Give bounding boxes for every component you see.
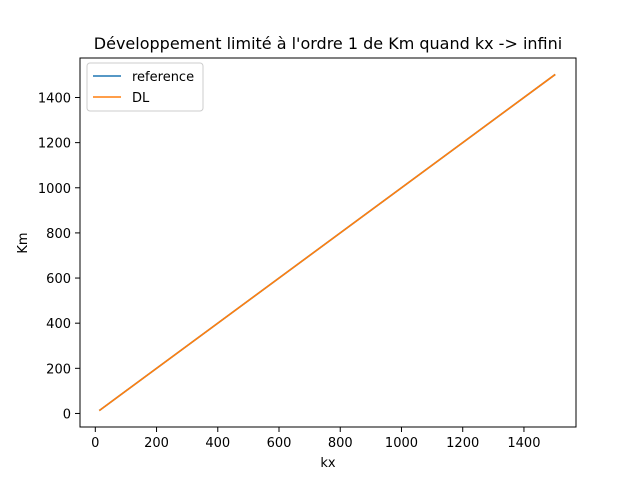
chart-title: Développement limité à l'ordre 1 de Km q… xyxy=(94,34,562,53)
y-tick-label: 400 xyxy=(46,317,71,332)
y-tick-label: 800 xyxy=(46,227,71,242)
x-tick-label: 200 xyxy=(144,436,169,451)
y-tick-label: 0 xyxy=(63,407,71,422)
y-tick-label: 1000 xyxy=(38,182,71,197)
y-tick-label: 600 xyxy=(46,272,71,287)
legend-box xyxy=(86,62,204,112)
y-tick-label: 200 xyxy=(46,362,71,377)
legend-label-reference: reference xyxy=(132,70,194,85)
x-tick-label: 400 xyxy=(205,436,230,451)
x-axis: 0 200 400 600 800 1000 1200 1400 xyxy=(91,427,540,451)
y-tick-label: 1200 xyxy=(38,137,71,152)
x-tick-label: 1400 xyxy=(507,436,540,451)
x-tick-label: 800 xyxy=(328,436,353,451)
x-axis-label: kx xyxy=(320,456,336,471)
y-axis: 0 200 400 600 800 1000 1200 1400 xyxy=(38,91,80,422)
plot-series xyxy=(98,73,556,412)
series-line-dl xyxy=(98,73,556,412)
y-tick-label: 1400 xyxy=(38,91,71,106)
x-tick-label: 1000 xyxy=(385,436,418,451)
x-tick-label: 1200 xyxy=(446,436,479,451)
y-axis-label: Km xyxy=(16,232,31,253)
x-tick-label: 0 xyxy=(91,436,99,451)
legend-label-dl: DL xyxy=(132,91,150,106)
plot-frame xyxy=(79,57,577,428)
x-tick-label: 600 xyxy=(267,436,292,451)
legend: reference DL xyxy=(86,62,204,112)
